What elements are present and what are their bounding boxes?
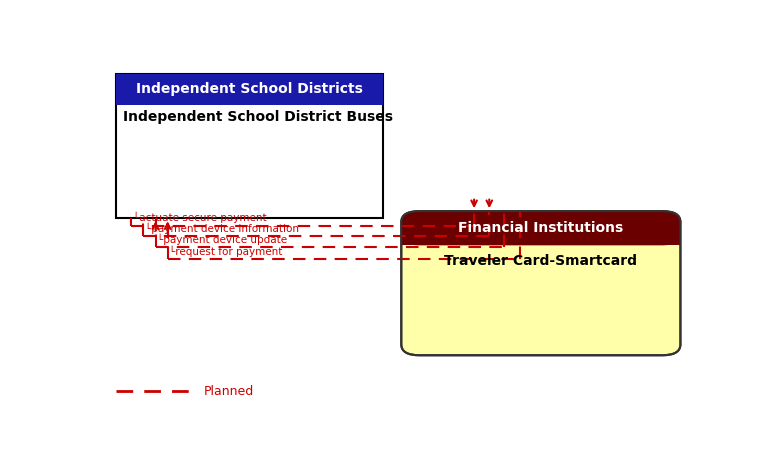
FancyBboxPatch shape bbox=[402, 211, 680, 245]
Text: └payment device information: └payment device information bbox=[145, 223, 299, 234]
Text: Planned: Planned bbox=[204, 385, 254, 398]
Text: └actuate secure payment: └actuate secure payment bbox=[133, 212, 267, 223]
Text: └payment device update: └payment device update bbox=[157, 234, 287, 245]
FancyBboxPatch shape bbox=[402, 228, 680, 245]
FancyBboxPatch shape bbox=[116, 74, 383, 218]
FancyBboxPatch shape bbox=[402, 211, 680, 355]
Text: Independent School District Buses: Independent School District Buses bbox=[124, 110, 393, 124]
FancyBboxPatch shape bbox=[116, 74, 383, 105]
Text: └request for payment: └request for payment bbox=[169, 245, 283, 256]
Text: Financial Institutions: Financial Institutions bbox=[458, 221, 623, 235]
Text: Traveler Card-Smartcard: Traveler Card-Smartcard bbox=[445, 255, 637, 268]
Text: Independent School Districts: Independent School Districts bbox=[136, 82, 363, 96]
